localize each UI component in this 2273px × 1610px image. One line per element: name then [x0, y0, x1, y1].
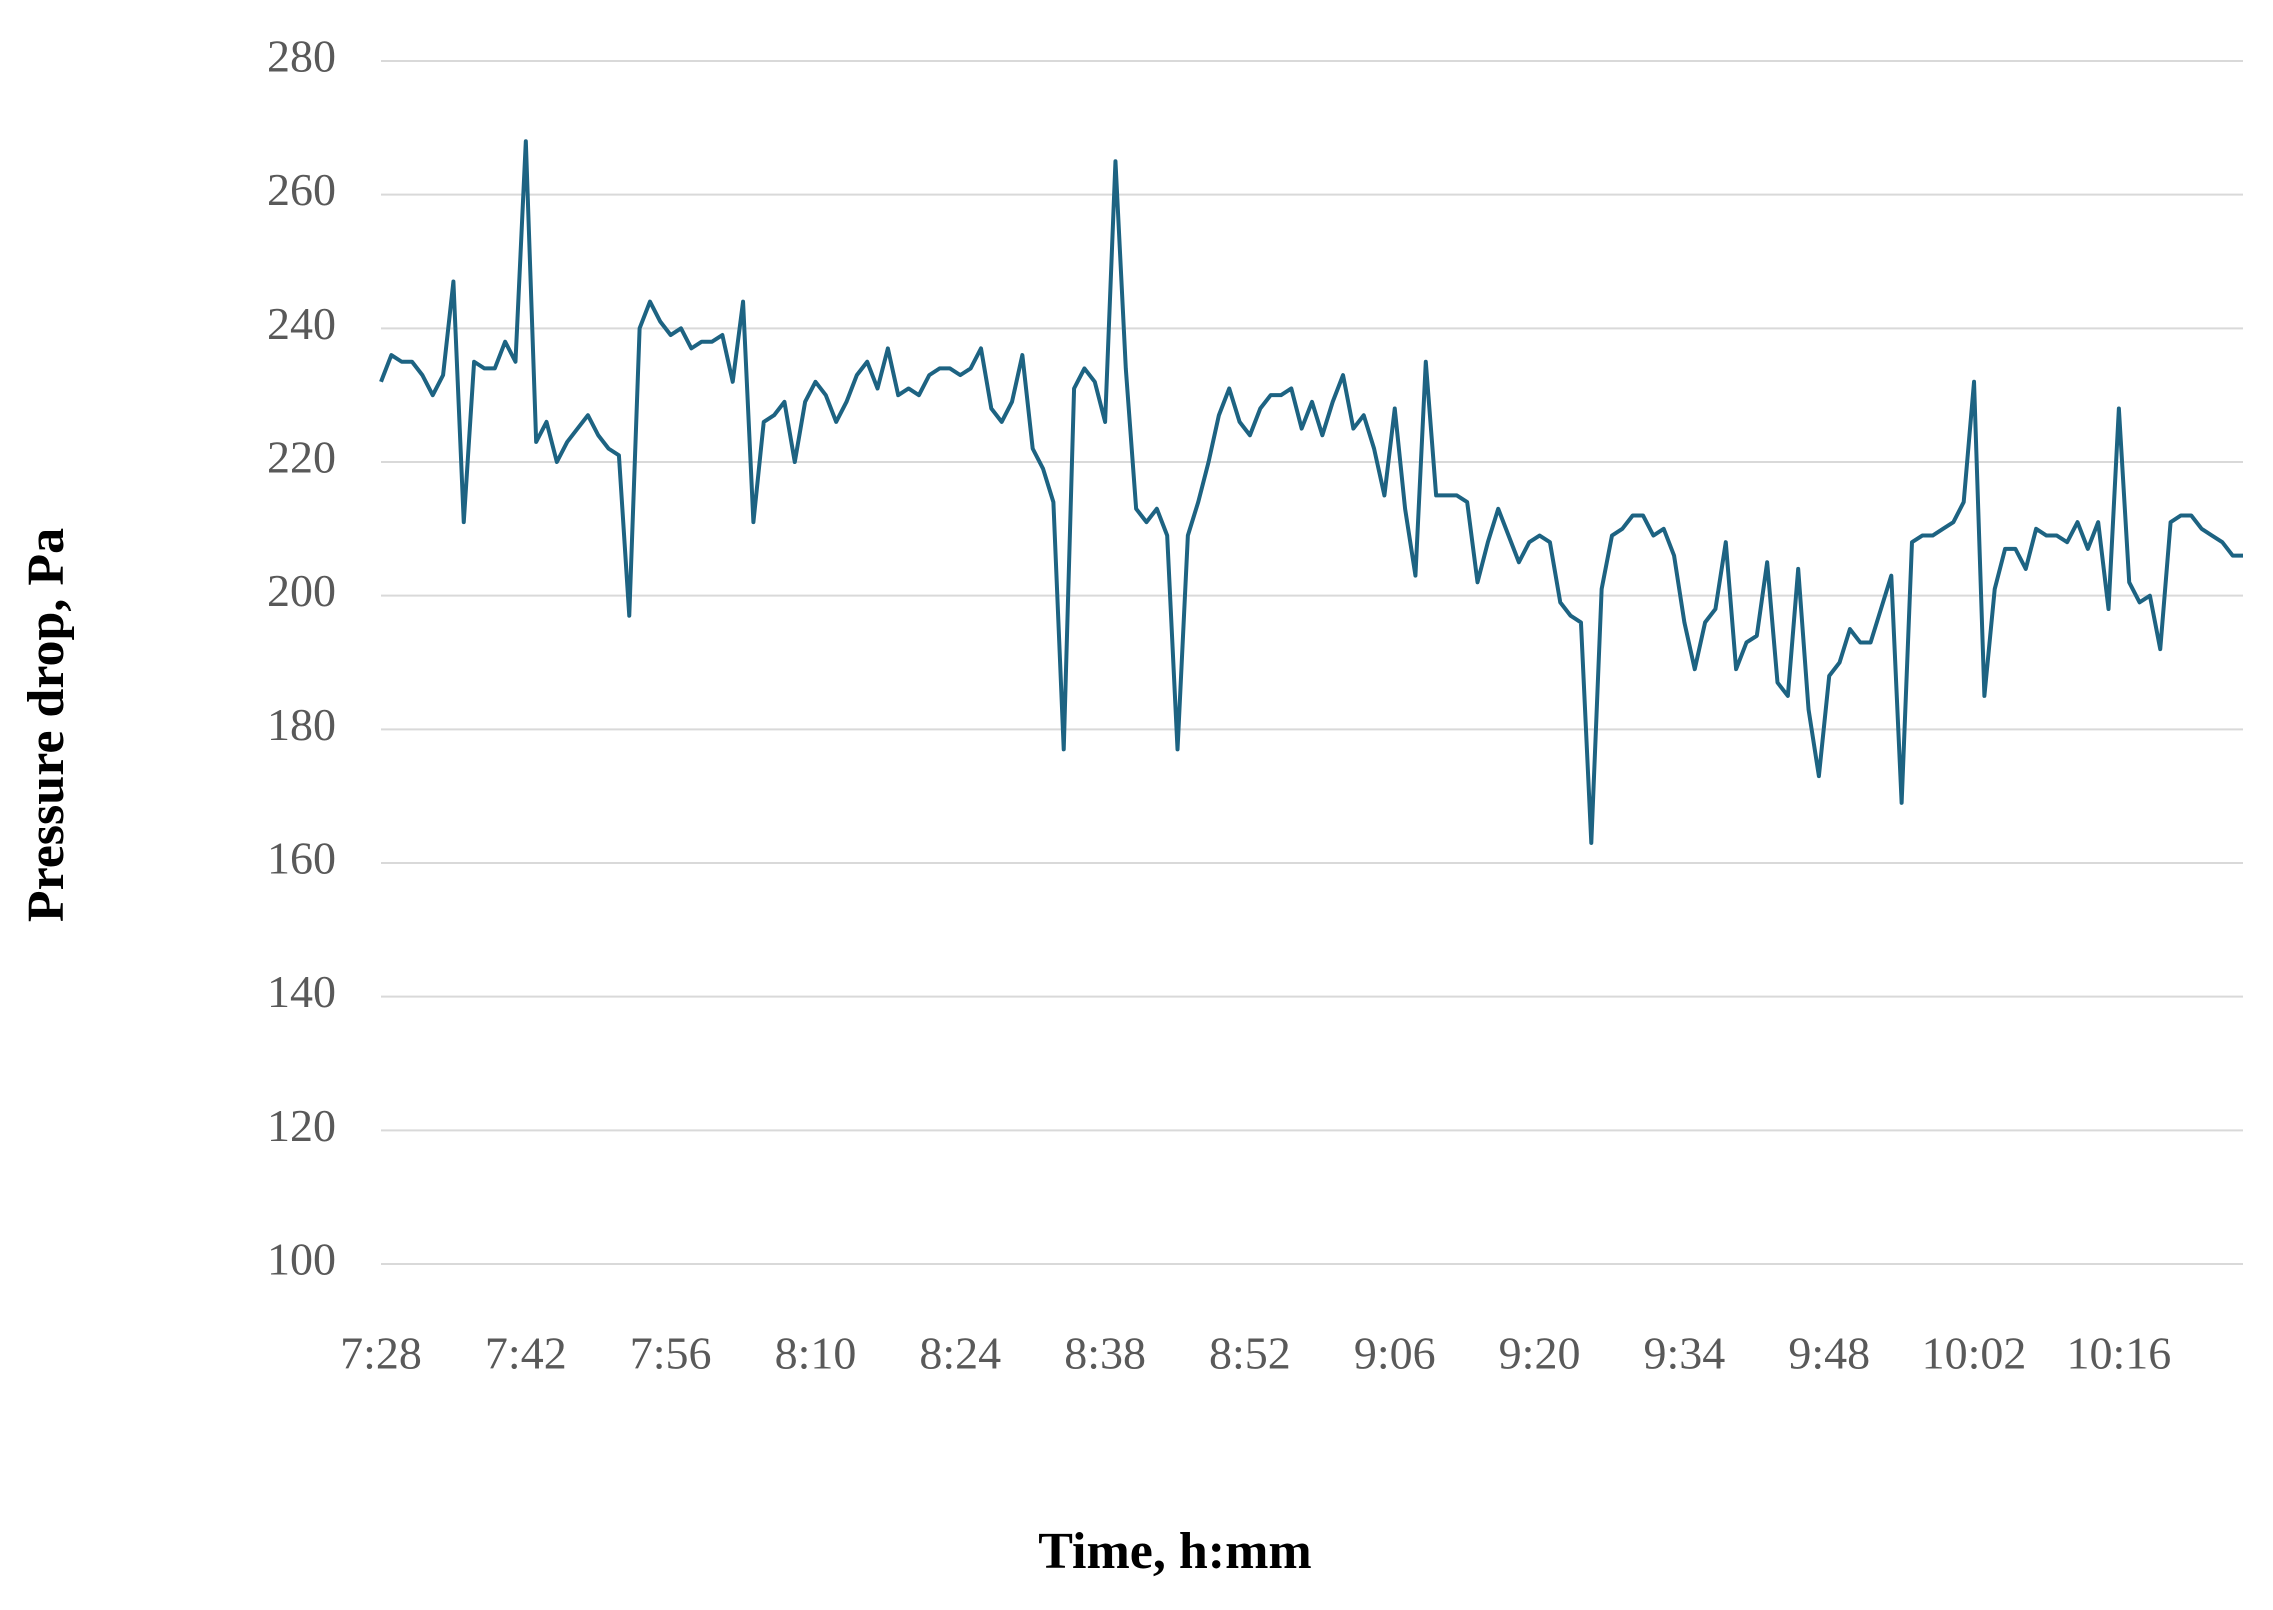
x-tick-label: 8:52 — [1209, 1328, 1291, 1379]
y-tick-label: 220 — [267, 432, 336, 483]
y-tick-label: 240 — [267, 298, 336, 349]
x-tick-label: 9:20 — [1499, 1328, 1581, 1379]
x-tick-label: 7:42 — [485, 1328, 567, 1379]
data-line — [379, 139, 2243, 845]
y-tick-label: 260 — [267, 164, 336, 215]
y-tick-label: 120 — [267, 1100, 336, 1151]
x-tick-label: 8:38 — [1064, 1328, 1146, 1379]
x-tick-label: 7:56 — [630, 1328, 712, 1379]
x-tick-label: 9:48 — [1788, 1328, 1870, 1379]
y-tick-label: 100 — [267, 1234, 336, 1285]
x-tick-label: 8:24 — [919, 1328, 1001, 1379]
x-tick-label: 9:06 — [1354, 1328, 1436, 1379]
x-tick-label: 7:28 — [340, 1328, 422, 1379]
y-tick-label: 180 — [267, 699, 336, 750]
x-tick-label: 10:02 — [1922, 1328, 2027, 1379]
y-tick-label: 280 — [267, 31, 336, 82]
x-tick-label: 10:16 — [2066, 1328, 2171, 1379]
y-tick-label: 200 — [267, 565, 336, 616]
x-tick-label: 9:34 — [1644, 1328, 1726, 1379]
y-tick-label: 160 — [267, 833, 336, 884]
y-axis-title: Pressure drop, Pa — [18, 528, 75, 922]
y-tick-label: 140 — [267, 966, 336, 1017]
x-tick-label: 8:10 — [775, 1328, 857, 1379]
x-axis-title: Time, h:mm — [1038, 1523, 1311, 1580]
